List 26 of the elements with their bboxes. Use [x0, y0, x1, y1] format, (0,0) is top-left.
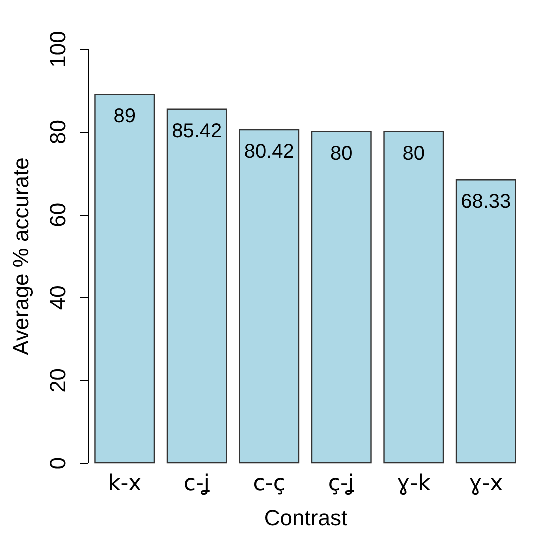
x-tick-label: c-ʝ — [184, 472, 210, 496]
y-tick-label: 20 — [46, 368, 70, 393]
y-tick-label: 60 — [46, 202, 70, 228]
y-tick-label: 80 — [46, 120, 70, 145]
y-tick-label: 40 — [46, 286, 70, 310]
x-axis-title: Contrast — [264, 506, 348, 530]
y-tick-label: 100 — [46, 31, 70, 68]
bar — [311, 131, 372, 464]
x-tick-label: ç-ʝ — [328, 472, 355, 496]
data-label: 80 — [330, 142, 353, 165]
x-tick-label: ɣ-k — [396, 472, 432, 496]
bar — [456, 180, 516, 464]
y-axis-title: Average % accurate — [8, 158, 34, 356]
x-tick-label: c-ç — [253, 472, 286, 496]
bar — [239, 129, 300, 464]
bar — [384, 131, 444, 464]
bar — [94, 94, 156, 464]
data-label: 68.33 — [461, 191, 512, 214]
y-tick-label: 0 — [46, 457, 70, 470]
x-tick-label: k-x — [108, 472, 142, 496]
data-label: 85.42 — [172, 120, 222, 142]
data-label: 80 — [402, 142, 426, 165]
data-label: 89 — [114, 106, 136, 128]
data-label: 80.42 — [244, 141, 294, 164]
bar — [166, 108, 228, 464]
x-tick-label: ɣ-x — [469, 472, 504, 496]
